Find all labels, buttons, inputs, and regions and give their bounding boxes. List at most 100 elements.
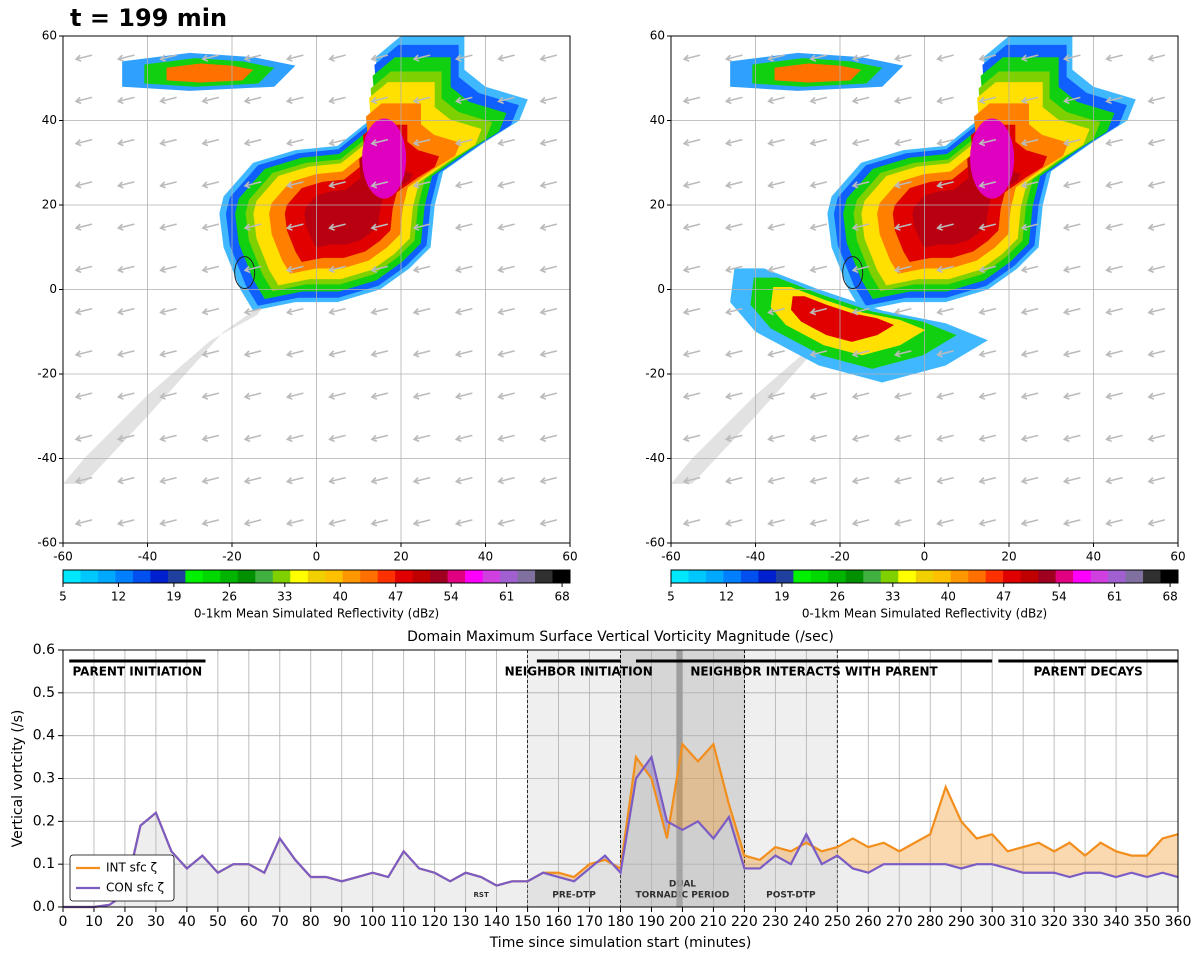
x-tick-label: 210 [700, 914, 727, 930]
wind-arrow [202, 476, 220, 483]
colorbar-segment [1003, 570, 1022, 583]
wind-arrow [1064, 54, 1081, 60]
plot-frame [62, 35, 571, 544]
wind-arrow [1064, 223, 1081, 229]
wind-arrow [75, 307, 93, 314]
colorbar-tick-label: 68 [554, 590, 569, 604]
wind-arrow-head [682, 223, 690, 231]
wind-arrow [498, 476, 515, 483]
wind-arrow [456, 265, 473, 272]
wind-arrow-head [201, 434, 209, 443]
wind-arrow-head [851, 54, 859, 62]
wind-arrow-head [893, 308, 901, 316]
period-label: TORNADIC PERIOD [635, 891, 729, 901]
wind-arrow-head [1062, 181, 1070, 189]
wind-arrow-head [370, 350, 378, 358]
wind-arrow-head [370, 181, 378, 189]
wind-arrow [244, 307, 262, 314]
x-tick-label: 200 [669, 914, 696, 930]
wind-arrow-head [1105, 434, 1112, 443]
wind-arrow [979, 181, 997, 187]
colorbar-tick-label: 12 [719, 590, 734, 604]
wind-arrow-head [724, 392, 732, 400]
wind-arrow-head [370, 139, 378, 147]
colorbar-segment [758, 570, 777, 583]
wind-arrow [1106, 223, 1123, 229]
legend-label: CON sfc ζ [106, 881, 164, 895]
colorbar-tick-label: 19 [774, 590, 789, 604]
colorbar-segment [482, 570, 501, 583]
wind-arrow-head [454, 350, 462, 358]
wind-arrow [413, 519, 431, 525]
x-tick-label: 40 [1086, 550, 1101, 564]
colorbar-segment [1020, 570, 1039, 583]
wind-arrow [810, 181, 828, 187]
colorbar-segment [950, 570, 969, 583]
wind-arrow [1106, 138, 1123, 145]
wind-arrow [768, 96, 785, 103]
series-line [63, 754, 1179, 909]
wind-arrow-head [74, 519, 82, 527]
wind-arrow [540, 181, 558, 187]
wind-arrow [979, 519, 997, 525]
colorbar-segment [671, 570, 689, 583]
wind-arrow [540, 265, 558, 272]
x-tick-label: 340 [1103, 914, 1130, 930]
colorbar-label: 0-1km Mean Simulated Reflectivity (dBz) [802, 607, 1047, 621]
wind-arrow-head [159, 265, 166, 274]
wind-arrow [1148, 519, 1166, 525]
wind-arrow-head [201, 223, 209, 231]
wind-arrow-head [370, 96, 378, 105]
wind-arrow-head [682, 181, 690, 189]
wind-arrow-head [412, 54, 420, 62]
wind-arrow [75, 181, 93, 187]
period-label: POST-DTP [766, 891, 816, 901]
wind-arrow-head [1020, 96, 1028, 105]
wind-arrow [1064, 350, 1081, 356]
wind-arrow [329, 476, 346, 483]
wind-arrow-head [370, 477, 378, 485]
colorbar-tick-label: 68 [1162, 590, 1177, 604]
wind-arrow-head [1062, 350, 1070, 358]
wind-arrow-head [767, 308, 774, 316]
x-tick-label: 280 [917, 914, 944, 930]
wind-arrow-head [370, 519, 378, 527]
x-tick-label: 100 [359, 914, 386, 930]
x-tick-label: 50 [209, 914, 227, 930]
wind-arrow-head [116, 434, 124, 443]
colorbar-segment [80, 570, 99, 583]
wind-arrow-head [328, 519, 335, 527]
wind-arrow [979, 350, 997, 356]
colorbar-segment [115, 570, 134, 583]
colorbar-tick-label: 12 [111, 590, 126, 604]
wind-arrow [683, 96, 701, 103]
wind-arrow-head [809, 265, 817, 274]
x-tick-label: -20 [222, 550, 242, 564]
x-tick-label: 0 [921, 550, 929, 564]
colorbar-segment [740, 570, 759, 583]
wind-arrow-head [539, 477, 547, 485]
wind-arrow-head [978, 54, 986, 62]
colorbar-segment [552, 570, 571, 583]
colorbar-tick-label: 26 [222, 590, 237, 604]
x-tick-label: 170 [576, 914, 603, 930]
wind-arrow-head [893, 350, 901, 358]
wind-arrow-head [201, 308, 209, 316]
wind-arrow-head [851, 434, 859, 443]
wind-arrow [202, 350, 220, 356]
y-tick-label: 0.0 [33, 899, 55, 915]
wind-arrow [979, 223, 997, 229]
x-tick-label: 140 [483, 914, 510, 930]
wind-arrow [937, 265, 954, 272]
wind-arrow [329, 96, 346, 103]
wind-arrow [1021, 54, 1039, 60]
wind-arrow [371, 96, 389, 103]
wind-arrow-head [978, 350, 986, 358]
wind-arrow [498, 54, 515, 60]
colorbar-frame [670, 569, 1179, 584]
wind-arrow-head [809, 519, 817, 527]
wind-arrow [202, 96, 220, 103]
wind-arrow [498, 96, 515, 103]
wind-arrow [810, 96, 828, 103]
colorbar-segment [97, 570, 116, 583]
